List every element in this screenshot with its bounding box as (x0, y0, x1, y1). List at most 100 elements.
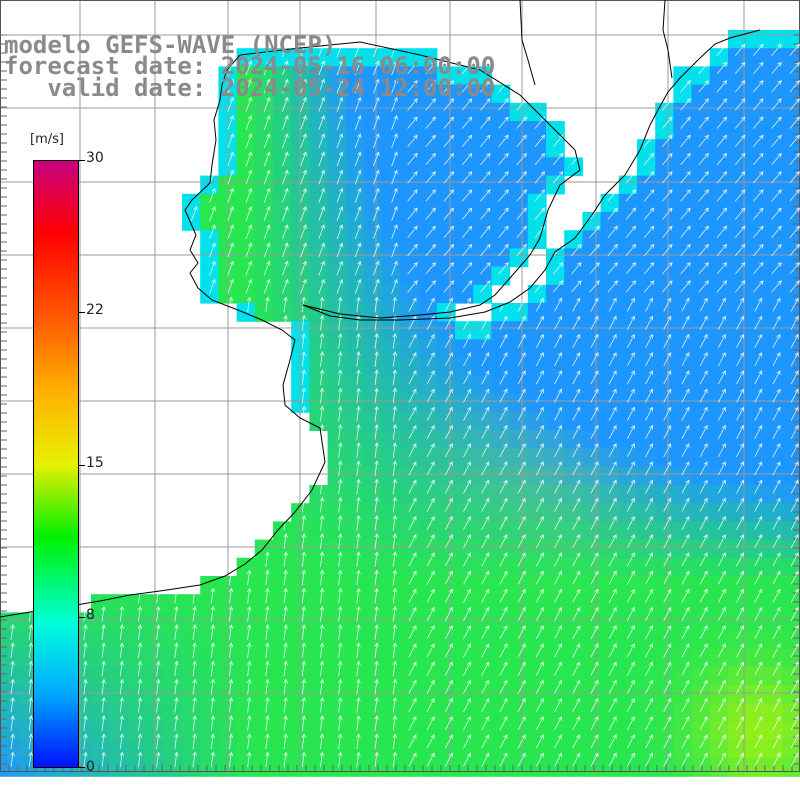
wind-arrow (608, 333, 617, 348)
wind-arrow (572, 515, 581, 530)
wind-arrow (426, 406, 435, 421)
wind-arrow (754, 625, 763, 640)
wind-arrow (28, 624, 34, 640)
wind-arrow (391, 206, 398, 221)
wind-speed-cell (291, 357, 310, 377)
wind-speed-cell (455, 758, 474, 777)
wind-arrow (174, 642, 179, 659)
wind-speed-cell (327, 576, 347, 595)
colorbar-tick-15: 15 (86, 455, 104, 471)
wind-arrow (318, 169, 325, 185)
wind-arrow (645, 497, 653, 512)
wind-speed-cell (764, 175, 784, 195)
wind-arrow (554, 643, 562, 658)
wind-arrow (681, 734, 690, 749)
wind-arrow (645, 461, 653, 476)
wind-speed-cell (109, 703, 128, 723)
wind-arrow (717, 515, 726, 530)
wind-speed-cell (418, 175, 438, 195)
wind-arrow (790, 352, 799, 367)
wind-arrow (608, 388, 617, 403)
wind-arrow (300, 187, 307, 203)
wind-arrow (10, 642, 15, 659)
wind-speed-cell (400, 648, 420, 668)
wind-arrow (772, 497, 781, 512)
wind-speed-cell (455, 375, 474, 395)
wind-arrow (699, 370, 708, 385)
wind-speed-cell (400, 758, 420, 777)
wind-speed-cell (691, 212, 711, 231)
wind-arrow (282, 242, 289, 258)
wind-speed-cell (655, 102, 674, 122)
wind-speed-cell (546, 175, 565, 195)
wind-speed-cell (309, 703, 329, 723)
wind-speed-cell (691, 667, 711, 686)
wind-arrow (590, 388, 599, 403)
wind-arrow (589, 225, 600, 238)
wind-arrow (480, 225, 491, 238)
wind-arrow (608, 734, 617, 749)
wind-speed-cell (564, 667, 583, 686)
wind-arrow (699, 661, 708, 676)
wind-speed-cell (509, 648, 529, 668)
wind-speed-cell (291, 557, 310, 577)
wind-arrow (463, 606, 471, 621)
coastline (0, 0, 761, 618)
wind-speed-cell (764, 248, 784, 268)
wind-speed-cell (764, 66, 784, 86)
wind-arrow (554, 333, 562, 348)
wind-arrow (535, 461, 544, 476)
wind-arrow (790, 606, 799, 621)
wind-arrow (407, 243, 418, 257)
wind-arrow (463, 734, 471, 749)
wind-speed-cell (400, 248, 420, 268)
wind-arrow (517, 333, 526, 348)
wind-arrow (83, 751, 88, 768)
wind-speed-cell (637, 521, 656, 541)
wind-speed-cell (600, 758, 620, 777)
wind-arrow (319, 514, 325, 531)
wind-speed-cell (673, 339, 693, 359)
wind-arrow (354, 187, 362, 203)
wind-speed-cell (582, 485, 602, 504)
wind-speed-cell (509, 667, 529, 686)
wind-arrow (643, 171, 655, 184)
wind-arrow (699, 643, 708, 658)
wind-speed-cell (400, 175, 420, 195)
wind-arrow (754, 352, 763, 367)
wind-arrow (392, 332, 398, 349)
wind-speed-cell (746, 284, 765, 304)
wind-speed-cell (309, 121, 329, 140)
wind-speed-cell (709, 466, 729, 486)
wind-arrow (480, 189, 491, 202)
wind-arrow (499, 588, 508, 603)
wind-arrow (663, 606, 672, 621)
wind-arrow (625, 171, 637, 184)
wind-arrow (443, 134, 455, 147)
wind-arrow (227, 278, 234, 294)
wind-arrow (736, 424, 744, 439)
wind-speed-cell (273, 284, 292, 304)
wind-arrow (590, 443, 599, 458)
wind-arrow (28, 751, 34, 768)
wind-arrow (734, 80, 746, 93)
wind-arrow (790, 370, 799, 385)
wind-arrow (772, 461, 781, 476)
wind-speed-cell (764, 739, 784, 759)
wind-speed-cell (691, 84, 711, 104)
wind-arrow (753, 80, 764, 93)
wind-arrow (356, 751, 361, 768)
wind-arrow (662, 116, 673, 129)
wind-speed-cell (782, 703, 800, 723)
wind-speed-cell (127, 612, 147, 632)
wind-speed-cell (364, 266, 383, 286)
wind-arrow (662, 134, 673, 147)
wind-arrow (790, 643, 799, 658)
wind-arrow (481, 352, 490, 367)
wind-speed-cell (491, 576, 511, 595)
wind-speed-cell (491, 157, 511, 177)
wind-arrow (246, 660, 252, 677)
wind-arrow (461, 171, 473, 184)
wind-arrow (354, 133, 362, 149)
wind-arrow (174, 733, 179, 750)
